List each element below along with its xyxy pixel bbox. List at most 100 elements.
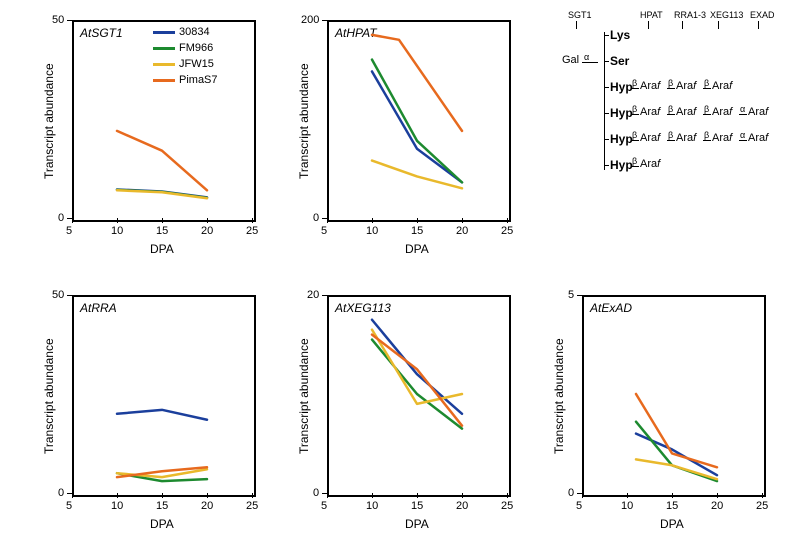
y-tick-label: 5 xyxy=(568,289,574,301)
diagram-res-connector xyxy=(604,61,609,62)
x-tick-label: 10 xyxy=(366,500,378,512)
x-tick-label: 20 xyxy=(201,500,213,512)
diagram-backbone xyxy=(604,32,605,170)
diagram-link-line xyxy=(631,166,639,167)
diagram-anomeric: α xyxy=(740,130,745,140)
legend-label: 30834 xyxy=(179,26,210,38)
x-tick xyxy=(252,218,253,223)
x-tick-label: 5 xyxy=(321,500,327,512)
x-axis-label: DPA xyxy=(405,517,429,531)
x-tick xyxy=(762,493,763,498)
x-tick xyxy=(72,218,73,223)
diagram-link-line xyxy=(703,88,711,89)
series-PimaS7 xyxy=(372,335,462,426)
series-svg xyxy=(327,295,507,493)
x-tick-label: 15 xyxy=(411,225,423,237)
x-tick-label: 5 xyxy=(66,225,72,237)
diagram-header-tick xyxy=(576,21,577,29)
legend-swatch-FM966 xyxy=(153,47,175,50)
y-axis-label: Transcript abundance xyxy=(42,338,56,454)
diagram-araf: Araf xyxy=(640,158,660,170)
diagram-header-tick xyxy=(718,21,719,29)
diagram-residue: Lys xyxy=(610,28,630,42)
x-tick xyxy=(627,493,628,498)
diagram-anomeric: β xyxy=(668,130,673,140)
x-tick-label: 5 xyxy=(66,500,72,512)
series-svg xyxy=(582,295,762,493)
y-tick-label: 20 xyxy=(307,289,319,301)
x-axis-label: DPA xyxy=(150,517,174,531)
diagram-res-connector xyxy=(604,165,609,166)
y-tick-label: 0 xyxy=(313,487,319,499)
diagram-araf: Araf xyxy=(640,106,660,118)
diagram-residue: Hyp xyxy=(610,80,633,94)
diagram-residue: Hyp xyxy=(610,132,633,146)
x-tick-label: 20 xyxy=(456,500,468,512)
series-PimaS7 xyxy=(117,131,207,190)
y-tick-label: 200 xyxy=(301,14,319,26)
x-tick xyxy=(117,493,118,498)
diagram-link-line xyxy=(667,114,675,115)
panel-atexad: Transcript abundanceDPAAtExAD51015202505 xyxy=(540,285,770,535)
x-tick-label: 10 xyxy=(366,225,378,237)
x-tick xyxy=(207,218,208,223)
diagram-anomeric: β xyxy=(632,104,637,114)
diagram-anomeric: β xyxy=(632,156,637,166)
x-tick-label: 5 xyxy=(321,225,327,237)
x-tick-label: 25 xyxy=(246,500,258,512)
panel-atsgt1: Transcript abundanceDPAAtSGT151015202505… xyxy=(30,10,260,260)
y-tick-label: 50 xyxy=(52,289,64,301)
glycan-diagram: SGT1HPATRRA1-3XEG113EXADLysSerHypHypHypH… xyxy=(540,10,780,210)
diagram-residue: Hyp xyxy=(610,106,633,120)
diagram-anomeric: β xyxy=(668,78,673,88)
x-tick xyxy=(252,493,253,498)
x-tick-label: 20 xyxy=(201,225,213,237)
x-tick xyxy=(162,218,163,223)
series-s30834 xyxy=(117,410,207,420)
x-tick-label: 20 xyxy=(456,225,468,237)
series-PimaS7 xyxy=(636,394,717,467)
x-tick-label: 15 xyxy=(411,500,423,512)
diagram-anomeric: α xyxy=(740,104,745,114)
diagram-link-line xyxy=(739,140,747,141)
legend-item: FM966 xyxy=(153,40,218,56)
series-JFW15 xyxy=(372,161,462,189)
diagram-link-line xyxy=(703,140,711,141)
y-tick-label: 0 xyxy=(568,487,574,499)
diagram-gal: Gal xyxy=(562,54,579,66)
x-tick-label: 15 xyxy=(666,500,678,512)
diagram-link-line xyxy=(739,114,747,115)
diagram-araf: Araf xyxy=(712,132,732,144)
legend-item: PimaS7 xyxy=(153,72,218,88)
y-axis-label: Transcript abundance xyxy=(42,63,56,179)
x-tick-label: 25 xyxy=(246,225,258,237)
diagram-araf: Araf xyxy=(712,80,732,92)
diagram-residue: Ser xyxy=(610,54,629,68)
legend-swatch-s30834 xyxy=(153,31,175,34)
diagram-anomeric: β xyxy=(704,130,709,140)
diagram-res-connector xyxy=(604,113,609,114)
panel-atrra: Transcript abundanceDPAAtRRA510152025050 xyxy=(30,285,260,535)
diagram-link-line xyxy=(631,114,639,115)
x-tick xyxy=(717,493,718,498)
series-svg xyxy=(327,20,507,218)
diagram-link-line xyxy=(631,88,639,89)
diagram-link-line xyxy=(631,140,639,141)
y-tick-label: 50 xyxy=(52,14,64,26)
diagram-header: SGT1 xyxy=(568,10,592,20)
diagram-header: HPAT xyxy=(640,10,663,20)
diagram-araf: Araf xyxy=(676,132,696,144)
diagram-res-connector xyxy=(604,139,609,140)
series-FM966 xyxy=(372,60,462,183)
diagram-gal-line xyxy=(582,62,598,63)
x-tick xyxy=(162,493,163,498)
diagram-anomeric: β xyxy=(704,104,709,114)
x-tick-label: 10 xyxy=(111,500,123,512)
diagram-header-tick xyxy=(682,21,683,29)
x-tick xyxy=(327,493,328,498)
diagram-araf: Araf xyxy=(640,80,660,92)
diagram-link-line xyxy=(667,88,675,89)
x-tick xyxy=(117,218,118,223)
x-tick xyxy=(327,218,328,223)
y-tick xyxy=(67,218,72,219)
